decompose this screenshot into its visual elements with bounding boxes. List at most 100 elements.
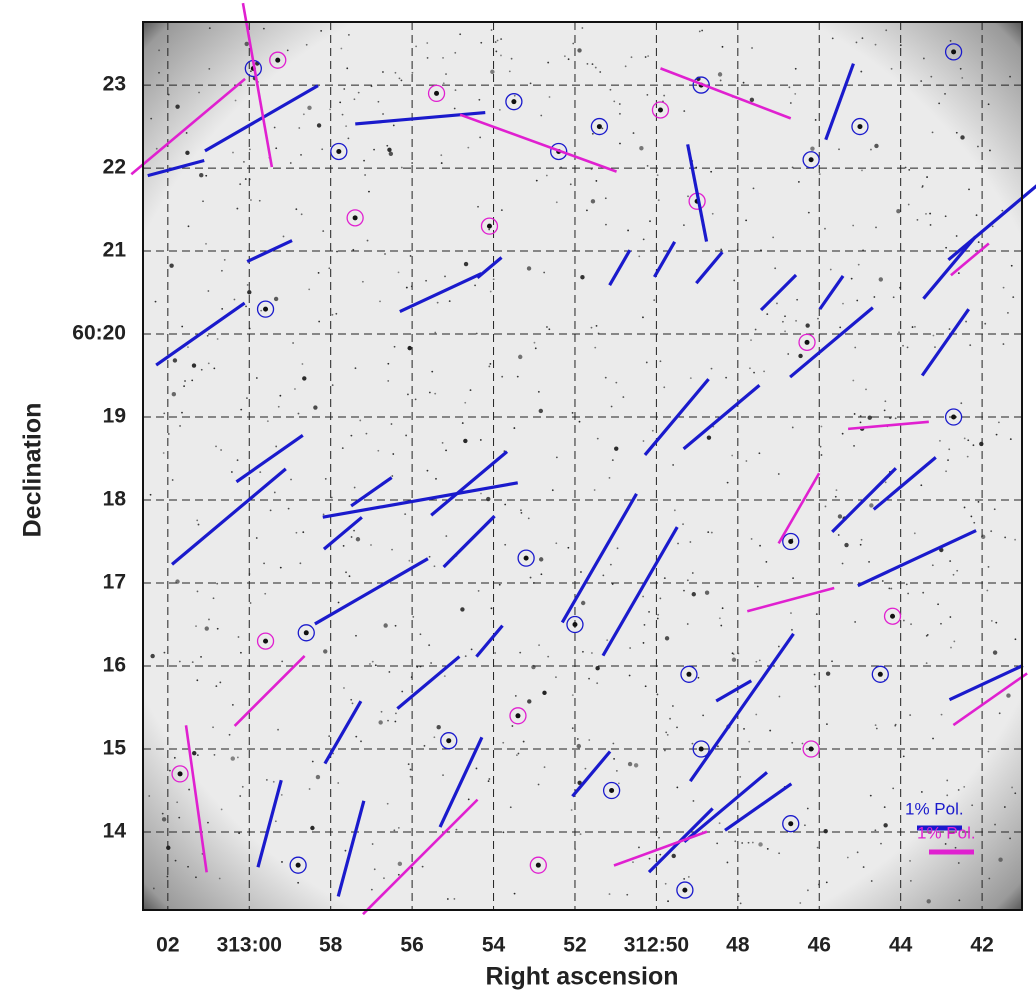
polarization-vector [233, 654, 306, 727]
star-speck [337, 601, 340, 604]
star-speck [766, 313, 769, 316]
star-speck [940, 713, 943, 716]
star-speck [185, 150, 190, 156]
star-speck [763, 370, 765, 373]
star-speck [671, 853, 676, 859]
star-speck [263, 562, 265, 565]
star-speck [835, 489, 838, 492]
star-speck [579, 833, 582, 836]
star-dot [535, 862, 541, 868]
star-speck [576, 738, 579, 740]
star-speck [922, 591, 925, 594]
star-speck [807, 889, 809, 892]
star-speck [353, 529, 355, 532]
star-speck [669, 717, 671, 720]
star-speck [908, 168, 911, 171]
star-speck [302, 531, 305, 534]
polarization-vector [848, 420, 929, 431]
star-speck [212, 597, 215, 600]
star-speck [824, 505, 827, 508]
star-speck [305, 43, 308, 46]
legend-label: 1% Pol. [905, 799, 964, 818]
star-speck [392, 124, 395, 127]
star-speck [619, 112, 621, 115]
star-speck [741, 842, 744, 844]
y-tick-label: 21 [103, 239, 127, 262]
star-speck [750, 538, 753, 540]
star-speck [310, 825, 315, 831]
star-speck [216, 627, 219, 630]
x-tick-label: 52 [563, 934, 586, 957]
star-speck [846, 856, 849, 859]
star-speck [378, 720, 383, 725]
star-speck [275, 147, 278, 150]
star-speck [301, 363, 304, 365]
star-speck [646, 93, 649, 96]
star-speck [444, 275, 446, 278]
star-speck [610, 405, 613, 408]
star-speck [475, 332, 478, 335]
star-speck [302, 113, 305, 116]
star-speck [949, 560, 952, 562]
star-speck [979, 441, 984, 447]
star-speck [173, 756, 176, 759]
star-speck [517, 752, 520, 755]
star-speck [817, 317, 819, 320]
star-speck [656, 174, 659, 177]
star-speck [317, 271, 320, 274]
star-speck [825, 671, 831, 676]
star-speck [441, 441, 444, 444]
star-speck [529, 82, 532, 85]
star-speck [653, 299, 656, 302]
star-speck [630, 56, 633, 59]
star-speck [814, 119, 817, 121]
star-speck [307, 105, 312, 110]
x-tick-label: 312:50 [624, 934, 689, 957]
star-speck [538, 644, 540, 646]
star-speck [968, 188, 970, 191]
star-speck [644, 685, 647, 688]
star-speck [745, 219, 748, 222]
star-speck [582, 650, 584, 653]
star-speck [611, 583, 614, 585]
star-speck [380, 710, 383, 713]
star-speck [795, 319, 797, 322]
star-speck [163, 651, 166, 654]
star-speck [207, 290, 210, 292]
star-speck [734, 840, 737, 843]
star-speck [397, 873, 400, 876]
star-speck [509, 806, 512, 809]
polarization-vector [759, 273, 798, 312]
star-speck [632, 132, 635, 134]
polarization-vector [643, 378, 710, 456]
star-speck [328, 267, 331, 270]
star-speck [244, 41, 249, 47]
star-dot [263, 306, 269, 312]
star-speck [888, 587, 891, 590]
star-speck [350, 698, 353, 701]
grid [143, 22, 1022, 910]
star-speck [907, 592, 910, 595]
star-speck [475, 767, 478, 770]
star-speck [377, 100, 380, 103]
star-speck [944, 92, 946, 95]
star-speck [776, 302, 778, 305]
star-speck [797, 181, 800, 183]
star-speck [178, 816, 181, 819]
star-speck [733, 279, 736, 282]
star-speck [542, 690, 547, 696]
star-speck [398, 77, 401, 80]
star-speck [906, 346, 909, 349]
star-speck [302, 376, 307, 381]
star-speck [240, 408, 243, 411]
star-speck [502, 741, 505, 744]
star-speck [423, 744, 426, 747]
star-speck [594, 66, 597, 69]
star-dot [951, 414, 957, 420]
star-speck [546, 326, 548, 328]
star-speck [504, 543, 507, 546]
star-speck [1002, 286, 1005, 289]
star-speck [612, 742, 615, 745]
star-speck [874, 829, 877, 832]
star-speck [520, 511, 523, 514]
